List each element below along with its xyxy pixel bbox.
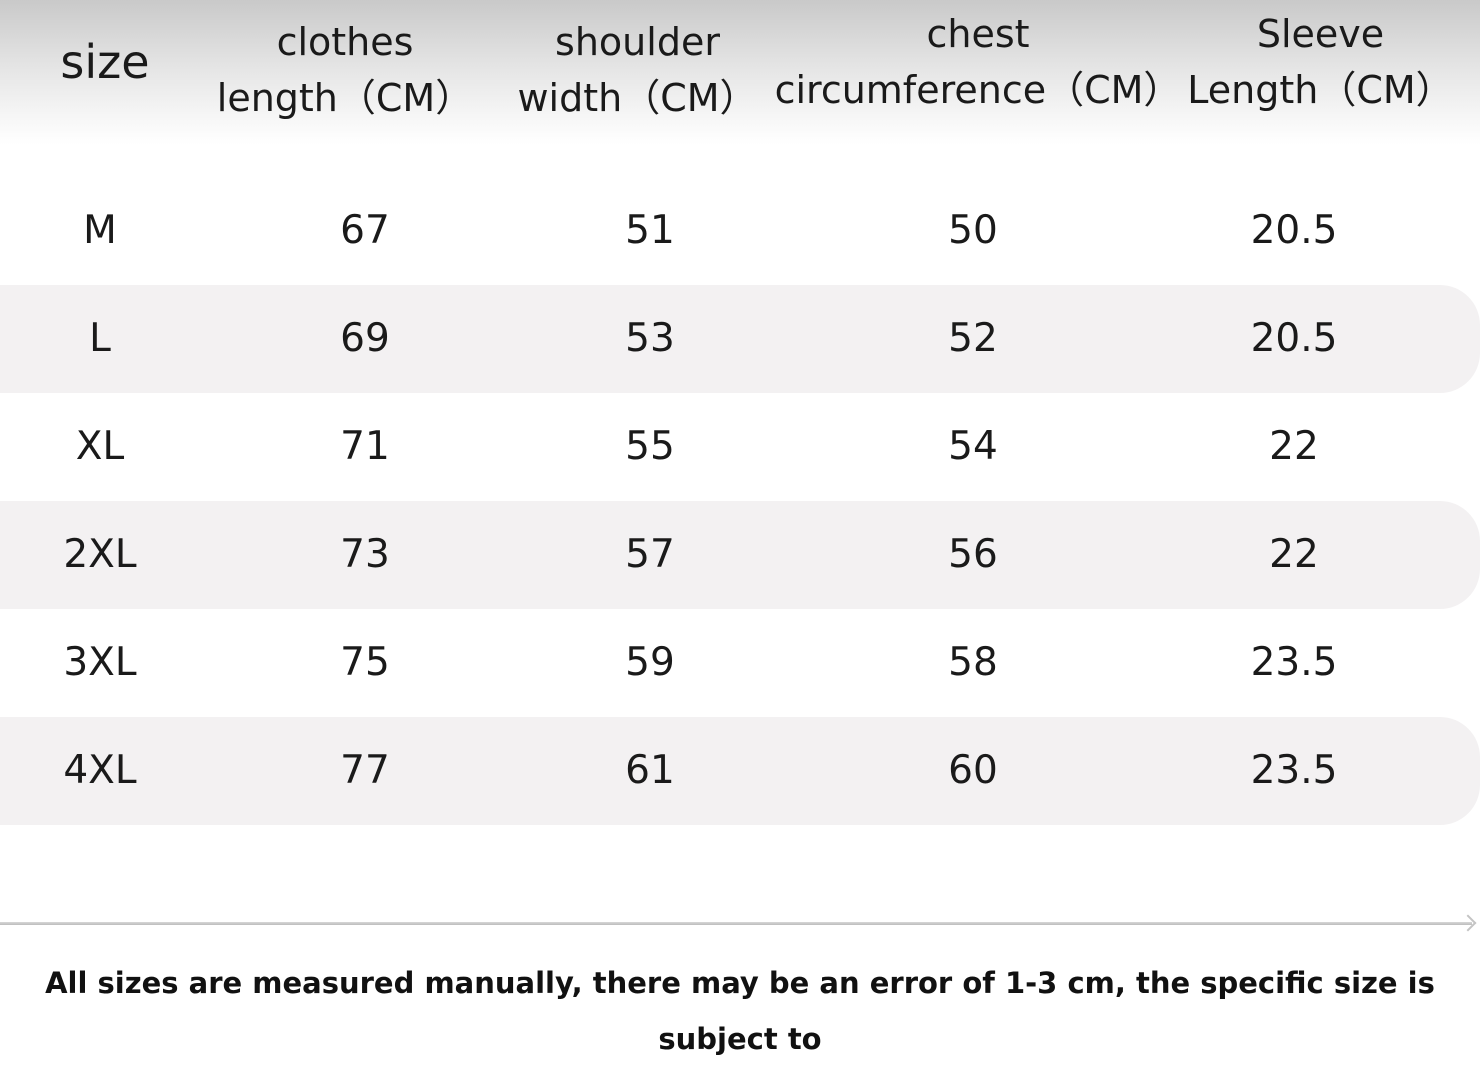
table-row: L 69 53 52 20.5: [0, 285, 1480, 393]
divider-arrow-icon: [1459, 914, 1477, 932]
cell-chest-circumference: 52: [948, 316, 998, 361]
cell-shoulder-width: 53: [625, 316, 675, 361]
header-shoulder-width-line1: shoulder: [555, 20, 720, 64]
cell-size: 2XL: [63, 532, 137, 577]
cell-chest-circumference: 56: [948, 532, 998, 577]
cell-chest-circumference: 50: [948, 208, 998, 253]
header-size: size: [45, 34, 165, 90]
header-sleeve-length: Sleeve Length（CM）: [1178, 6, 1463, 118]
cell-shoulder-width: 61: [625, 748, 675, 793]
header-sleeve-line2: Length（CM）: [1187, 68, 1454, 112]
cell-clothes-length: 75: [340, 640, 390, 685]
table-row: 2XL 73 57 56 22: [0, 501, 1480, 609]
cell-clothes-length: 67: [340, 208, 390, 253]
cell-sleeve-length: 23.5: [1250, 640, 1338, 685]
cell-sleeve-length: 22: [1269, 424, 1319, 469]
table-row: 3XL 75 59 58 23.5: [0, 609, 1480, 717]
table-row: M 67 51 50 20.5: [0, 177, 1480, 285]
cell-size: XL: [75, 424, 125, 469]
cell-size: L: [89, 316, 111, 361]
header-sleeve-line1: Sleeve: [1256, 12, 1385, 56]
cell-size: 3XL: [63, 640, 137, 685]
cell-size: M: [83, 208, 117, 253]
header-clothes-length-line2: length（CM）: [216, 76, 474, 120]
header-clothes-length-line1: clothes: [276, 20, 414, 64]
cell-clothes-length: 73: [340, 532, 390, 577]
header-chest-line1: chest: [926, 12, 1030, 56]
measurement-note-line1: All sizes are measured manually, there m…: [45, 966, 1435, 1056]
header-chest-line2: circumference（CM）: [774, 68, 1182, 112]
cell-size: 4XL: [63, 748, 137, 793]
header-clothes-length: clothes length（CM）: [205, 14, 485, 126]
cell-shoulder-width: 55: [625, 424, 675, 469]
cell-shoulder-width: 57: [625, 532, 675, 577]
cell-clothes-length: 69: [340, 316, 390, 361]
cell-chest-circumference: 60: [948, 748, 998, 793]
cell-sleeve-length: 20.5: [1250, 208, 1338, 253]
header-shoulder-width: shoulder width（CM）: [505, 14, 770, 126]
cell-clothes-length: 77: [340, 748, 390, 793]
cell-sleeve-length: 22: [1269, 532, 1319, 577]
table-row: 4XL 77 61 60 23.5: [0, 717, 1480, 825]
divider: [0, 922, 1472, 925]
cell-sleeve-length: 20.5: [1250, 316, 1338, 361]
cell-shoulder-width: 51: [625, 208, 675, 253]
header-size-label: size: [60, 35, 150, 89]
table-header: [0, 0, 1480, 145]
cell-chest-circumference: 58: [948, 640, 998, 685]
cell-sleeve-length: 23.5: [1250, 748, 1338, 793]
header-shoulder-width-line2: width（CM）: [517, 76, 758, 120]
table-row: XL 71 55 54 22: [0, 393, 1480, 501]
measurement-note: All sizes are measured manually, there m…: [20, 955, 1460, 1080]
measurement-note-line2: the actual product.: [20, 1067, 1460, 1080]
cell-chest-circumference: 54: [948, 424, 998, 469]
header-chest-circumference: chest circumference（CM）: [768, 6, 1188, 118]
cell-shoulder-width: 59: [625, 640, 675, 685]
cell-clothes-length: 71: [340, 424, 390, 469]
